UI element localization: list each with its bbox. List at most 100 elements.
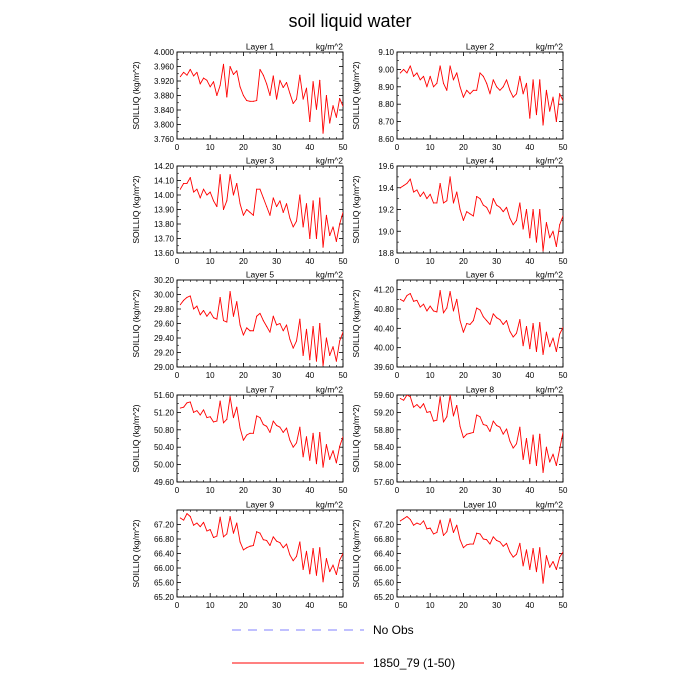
- series-segment: [423, 403, 428, 413]
- x-tick-label: 50: [559, 486, 568, 495]
- series-segment: [499, 426, 504, 435]
- data-point: [289, 554, 291, 556]
- y-tick-label: 29.40: [154, 334, 175, 343]
- data-point: [292, 446, 294, 448]
- units-label: kg/m^2: [316, 385, 343, 395]
- data-point: [276, 540, 278, 542]
- data-point: [419, 79, 421, 81]
- data-point: [242, 214, 244, 216]
- units-label: kg/m^2: [316, 270, 343, 280]
- data-point: [309, 238, 311, 239]
- x-tick-label: 50: [339, 257, 348, 266]
- series-segment: [496, 425, 501, 428]
- series-segment: [512, 443, 517, 449]
- x-tick-label: 40: [305, 143, 314, 152]
- data-point: [332, 450, 334, 452]
- series-segment: [179, 517, 185, 521]
- data-point: [329, 235, 331, 237]
- series-segment: [203, 188, 208, 196]
- data-point: [339, 559, 341, 561]
- x-tick-label: 0: [395, 143, 400, 152]
- data-point: [403, 300, 405, 302]
- data-point: [199, 414, 201, 416]
- series-segment: [545, 89, 551, 112]
- data-point: [406, 395, 408, 396]
- data-point: [252, 330, 254, 332]
- series-segment: [506, 79, 511, 91]
- series-segment: [246, 209, 251, 213]
- data-point: [419, 407, 421, 409]
- data-point: [272, 75, 274, 77]
- series-segment: [232, 522, 238, 534]
- series-segment: [429, 305, 434, 312]
- data-point: [489, 93, 491, 95]
- data-point: [406, 182, 408, 184]
- series-segment: [246, 432, 251, 436]
- series-segment: [329, 450, 334, 460]
- series-segment: [262, 197, 268, 208]
- data-point: [499, 426, 501, 428]
- data-point: [449, 518, 451, 520]
- data-point: [499, 541, 501, 543]
- panel-title: Layer 5: [246, 270, 275, 280]
- series-segment: [213, 200, 218, 208]
- series-segment: [552, 453, 557, 466]
- data-point: [409, 65, 411, 67]
- y-tick-label: 30.20: [154, 276, 175, 285]
- data-point: [332, 226, 334, 228]
- data-point: [439, 182, 441, 184]
- series-segment: [542, 89, 547, 126]
- x-tick-label: 40: [525, 371, 534, 380]
- series-segment: [232, 301, 238, 317]
- data-point: [239, 427, 241, 429]
- series-segment: [296, 194, 301, 222]
- series-segment: [209, 81, 214, 88]
- series-segment: [209, 311, 214, 319]
- series-segment: [206, 311, 211, 317]
- series-segment: [522, 209, 527, 230]
- data-point: [312, 432, 314, 434]
- series-segment: [256, 415, 261, 419]
- series-segment: [419, 75, 425, 81]
- x-tick-label: 10: [206, 371, 215, 380]
- series-segment: [409, 293, 415, 302]
- data-point: [532, 323, 534, 324]
- data-point: [266, 83, 268, 85]
- data-point: [486, 82, 488, 84]
- series-segment: [519, 426, 524, 460]
- series-segment: [312, 200, 317, 239]
- series-segment: [476, 307, 481, 311]
- data-point: [462, 437, 464, 439]
- series-segment: [203, 77, 208, 81]
- series-segment: [286, 543, 291, 556]
- data-point: [502, 433, 504, 435]
- data-point: [439, 290, 441, 292]
- y-tick-label: 8.90: [378, 83, 394, 92]
- series-segment: [312, 81, 317, 110]
- series-segment: [289, 439, 294, 448]
- data-point: [266, 425, 268, 427]
- series-segment: [226, 396, 231, 420]
- data-point: [456, 298, 458, 300]
- series-segment: [462, 89, 468, 98]
- data-point: [183, 71, 185, 73]
- series-segment: [403, 68, 408, 74]
- series-segment: [496, 86, 501, 91]
- series-segment: [559, 215, 563, 226]
- x-tick-label: 30: [272, 143, 281, 152]
- series-segment: [439, 519, 444, 536]
- data-point: [516, 332, 517, 334]
- series-segment: [403, 182, 408, 187]
- series-segment: [286, 427, 291, 441]
- data-point: [443, 312, 444, 314]
- series-segment: [535, 322, 541, 352]
- data-point: [259, 188, 261, 190]
- data-point: [459, 86, 461, 88]
- series-segment: [502, 320, 508, 325]
- units-label: kg/m^2: [316, 156, 343, 166]
- data-point: [492, 79, 494, 81]
- data-point: [249, 330, 251, 332]
- data-point: [449, 65, 451, 67]
- series-segment: [262, 320, 268, 327]
- plot-frame: [396, 394, 564, 483]
